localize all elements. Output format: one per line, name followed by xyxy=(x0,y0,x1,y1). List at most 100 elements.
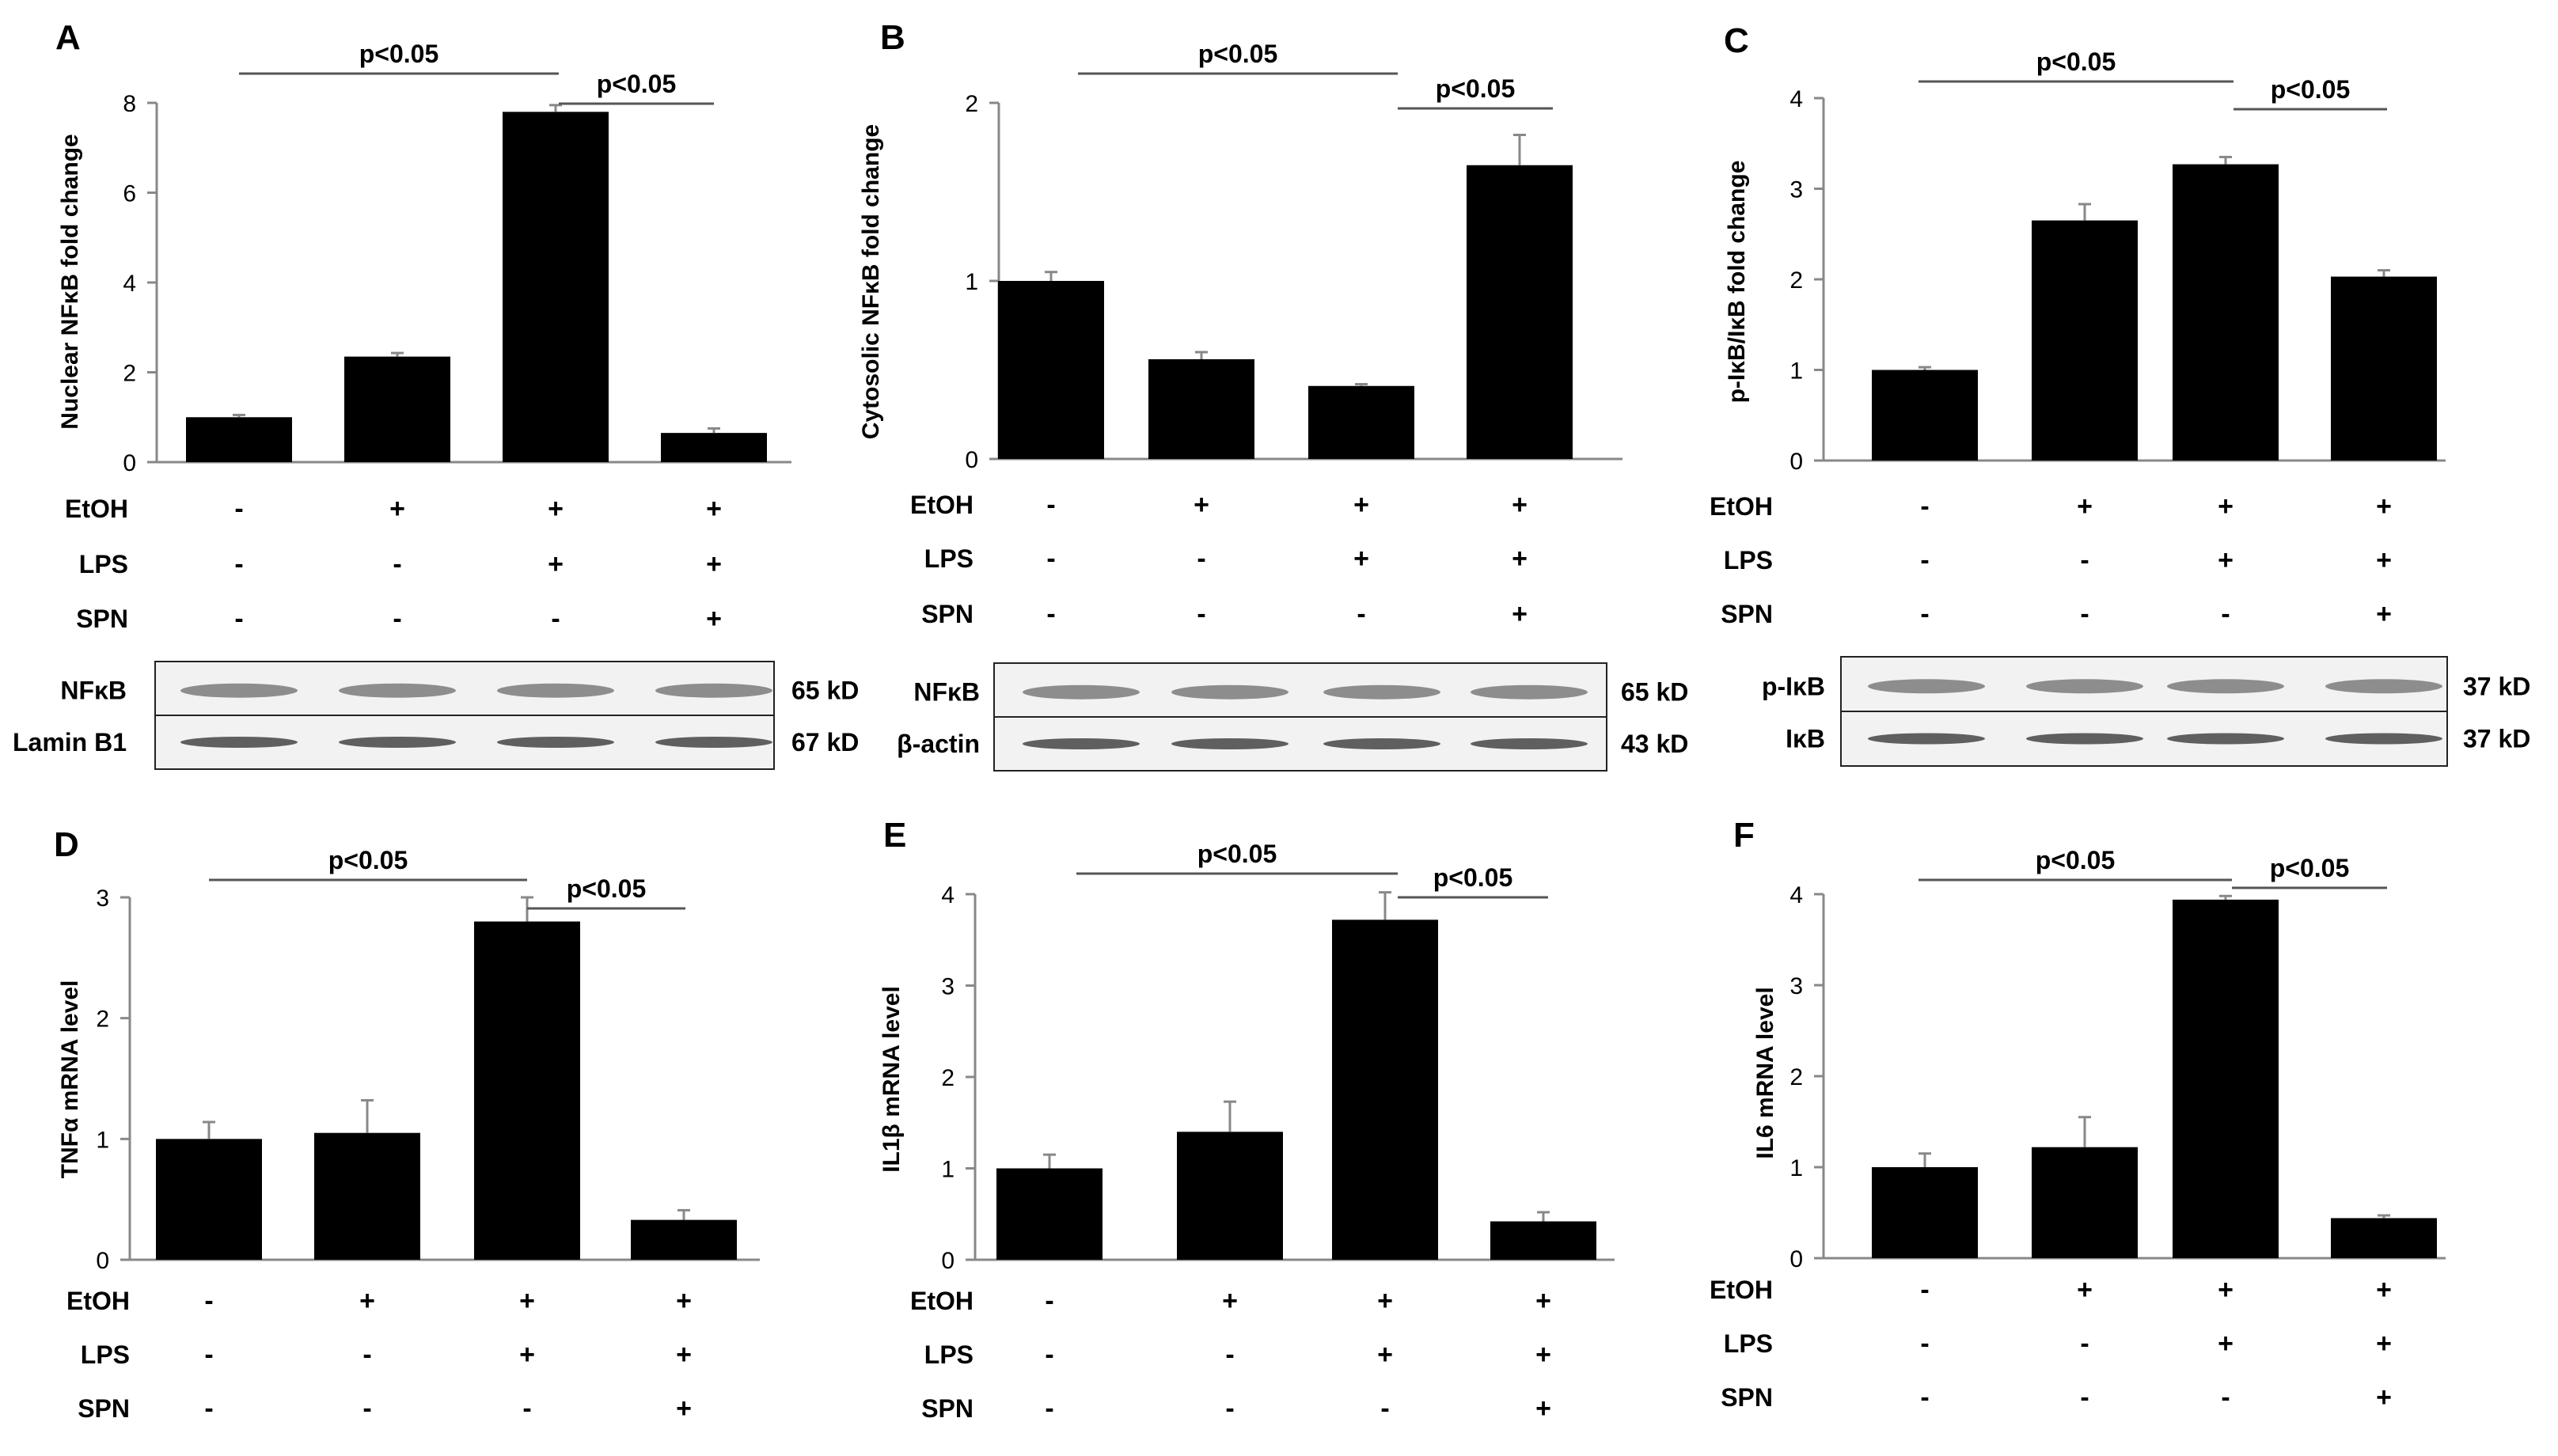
y-tick-label: 0 xyxy=(965,447,978,473)
bar xyxy=(1177,1132,1283,1260)
significance-label: p<0.05 xyxy=(2036,47,2116,76)
treatment-sign: - xyxy=(204,1393,213,1424)
treatment-sign: + xyxy=(1377,1340,1393,1370)
y-tick-label: 1 xyxy=(96,1127,109,1153)
y-tick-label: 2 xyxy=(965,91,978,117)
treatment-sign: + xyxy=(1535,1286,1551,1316)
y-tick-label: 2 xyxy=(941,1065,955,1091)
blot-band xyxy=(2325,733,2442,745)
significance-label: p<0.05 xyxy=(597,70,677,98)
y-tick-label: 1 xyxy=(965,269,978,295)
y-tick-label: 3 xyxy=(1789,973,1803,999)
treatment-sign: + xyxy=(1535,1393,1551,1424)
bar xyxy=(2032,1147,2138,1258)
treatment-sign: - xyxy=(1920,1382,1929,1412)
blot-size-label: 43 kD xyxy=(1621,730,1688,758)
treatment-sign: - xyxy=(1920,545,1929,575)
treatment-sign: - xyxy=(2080,545,2089,575)
treatment-sign: - xyxy=(2080,1382,2089,1412)
blot-band xyxy=(2325,679,2442,694)
blot-protein-label: NFκB xyxy=(913,678,980,707)
treatment-sign: - xyxy=(1920,1275,1929,1305)
treatment-sign: + xyxy=(548,549,564,579)
treatment-sign: + xyxy=(1535,1340,1551,1370)
significance-label: p<0.05 xyxy=(328,846,408,874)
treatment-sign: - xyxy=(1920,491,1929,521)
blot-band xyxy=(2026,733,2143,745)
y-tick-label: 1 xyxy=(1789,358,1803,385)
treatment-sign: + xyxy=(2376,545,2392,575)
blot-band xyxy=(180,683,298,698)
treatment-sign: - xyxy=(1920,599,1929,629)
blot-size-label: 67 kD xyxy=(791,728,859,756)
blot-band xyxy=(339,737,456,748)
y-tick-label: 2 xyxy=(1789,267,1803,294)
treatment-sign: + xyxy=(1377,1286,1393,1316)
blot-band xyxy=(2026,679,2143,694)
western-blot: p-IκB 37 kD IκB 37 kD xyxy=(1762,656,2530,767)
bar xyxy=(314,1132,420,1260)
y-tick-label: 1 xyxy=(941,1157,955,1183)
treatment-sign: + xyxy=(1353,490,1369,520)
treatment-sign: - xyxy=(1225,1393,1234,1424)
panel-label: B xyxy=(880,18,905,57)
treatment-sign: - xyxy=(204,1340,213,1370)
y-tick-label: 0 xyxy=(123,450,136,476)
treatment-sign: + xyxy=(519,1286,535,1316)
treatment-sign: - xyxy=(2221,1382,2230,1412)
y-tick-label: 4 xyxy=(1789,882,1803,908)
treatment-sign: - xyxy=(393,604,401,634)
blot-protein-label: Lamin B1 xyxy=(13,728,127,756)
treatment-sign: + xyxy=(2218,1329,2234,1359)
treatment-sign: - xyxy=(234,549,243,579)
blot-size-label: 65 kD xyxy=(1621,678,1688,707)
panel-label: E xyxy=(883,816,906,855)
treatment-sign: - xyxy=(1046,599,1055,629)
treatment-sign: - xyxy=(1045,1393,1053,1424)
bar xyxy=(1332,919,1438,1260)
blot-band xyxy=(1023,738,1140,749)
treatment-sign: - xyxy=(2221,599,2230,629)
blot-size-label: 37 kD xyxy=(2463,672,2530,700)
blot-band xyxy=(1023,684,1140,700)
y-tick-label: 0 xyxy=(1789,1246,1803,1272)
blot-band xyxy=(2167,733,2284,745)
treatment-sign: - xyxy=(1045,1340,1053,1370)
blot-protein-label: β-actin xyxy=(897,730,980,758)
treatment-sign: + xyxy=(2376,491,2392,521)
treatment-row-label: LPS xyxy=(1724,546,1773,574)
treatment-row-label: SPN xyxy=(76,605,128,633)
bar xyxy=(344,356,450,462)
bar xyxy=(1872,1167,1978,1258)
treatment-sign: - xyxy=(393,549,401,579)
treatment-sign: - xyxy=(1225,1340,1234,1370)
treatment-sign: + xyxy=(2218,545,2234,575)
significance-label: p<0.05 xyxy=(1433,863,1513,892)
treatment-sign: - xyxy=(2080,599,2089,629)
blot-protein-label: IκB xyxy=(1786,725,1825,753)
bar xyxy=(998,281,1104,459)
significance-label: p<0.05 xyxy=(359,40,439,68)
y-axis-title: p-IκB/IκB fold change xyxy=(1724,161,1750,404)
blot-band xyxy=(1471,738,1588,749)
blot-size-label: 37 kD xyxy=(2463,725,2530,753)
significance-label: p<0.05 xyxy=(1197,840,1277,868)
blot-band xyxy=(655,737,772,748)
treatment-sign: + xyxy=(706,494,722,524)
significance-label: p<0.05 xyxy=(1436,74,1516,103)
y-tick-label: 2 xyxy=(123,361,136,387)
bar xyxy=(474,921,580,1260)
bar xyxy=(1872,370,1978,461)
blot-band xyxy=(1171,738,1288,749)
bar xyxy=(996,1168,1103,1260)
blot-band xyxy=(1868,733,1985,745)
blot-band xyxy=(1171,684,1288,700)
panel-A: A 0 2 4 6 8 Nuclear NFκB fold change p<0.05 p<0.… xyxy=(13,18,859,770)
treatment-sign: - xyxy=(1357,599,1365,629)
blot-band xyxy=(2167,679,2284,694)
panel-C: C 0 1 2 3 4 p-IκB/IκB fold change p<0.05 p<0.05 E… xyxy=(1710,21,2530,767)
treatment-sign: - xyxy=(362,1340,371,1370)
treatment-row-label: EtOH xyxy=(1710,1276,1773,1304)
treatment-sign: + xyxy=(676,1286,692,1316)
y-axis-title: Cytosolic NFκB fold change xyxy=(858,124,884,439)
